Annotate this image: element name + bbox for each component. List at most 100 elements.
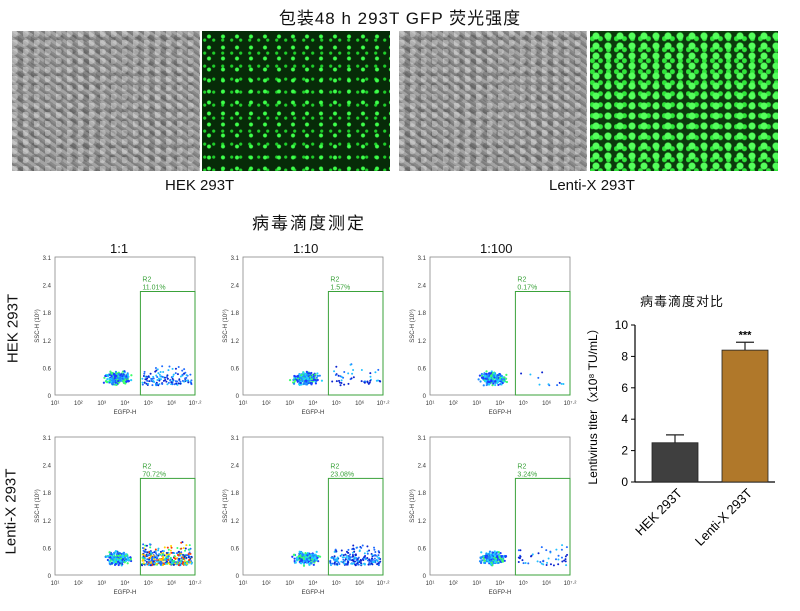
flow-dot [152,377,155,380]
flow-dot [149,556,152,559]
flow-dot [149,372,152,375]
flow-dot [166,383,169,386]
flow-dot [343,370,346,373]
hek-fluorescence-image [202,31,390,171]
flow-dot [360,559,363,562]
flow-dot [117,554,120,557]
flow-dot [347,561,350,564]
flow-dot [499,374,502,378]
flow-dot [123,370,126,373]
y-tick-label: 2 [621,444,628,458]
flow-dot [151,384,154,387]
flow-dot [142,543,145,546]
flow-dot [374,371,377,374]
flow-dot [298,557,301,560]
flow-dot [141,381,144,384]
flow-dot [186,560,189,563]
flow-dot [331,562,334,565]
flow-dot [158,562,161,565]
flow-dot [497,561,500,565]
flow-dot [316,374,319,378]
flow-dot [170,545,173,548]
flow-dot [549,550,552,553]
lentix-brightfield-image [399,31,587,171]
flow-dot [331,557,334,560]
flow-dot [118,562,121,565]
flow-dot [155,557,158,560]
y-tick-label: 0 [48,574,52,580]
x-tick-label: 10⁷·² [377,400,390,407]
section-title: 病毒滴度测定 [252,214,366,233]
flow-dot [542,559,545,562]
flow-dot [162,553,165,556]
flow-dot [334,548,337,551]
flow-dot [540,546,543,549]
flow-dot [558,381,561,384]
flow-dot [353,560,356,563]
flow-dot [346,554,349,557]
flow-dot [301,554,304,557]
gate-label: R2 [517,277,526,284]
flow-dot [166,377,169,380]
flow-dot [310,378,313,381]
flow-dot [121,558,125,561]
flow-dot [129,556,132,559]
x-tick-label: 10³ [97,581,106,587]
flow-dot [367,382,370,385]
flow-dot [562,382,565,385]
gate-label: R2 [142,277,151,284]
flow-dot [557,558,560,561]
flow-dot [378,551,381,554]
flow-dot [167,558,170,561]
flow-dot [316,556,319,559]
y-tick-label: 1.2 [43,519,52,525]
flow-dot [379,560,382,563]
x-tick-label: 10⁶ [167,580,177,587]
flow-dot [329,559,332,562]
y-tick-label: 2.4 [231,284,240,290]
flow-dot [344,553,347,556]
y-tick-label: 1.2 [418,339,427,345]
flow-dot [144,559,147,562]
flow-dot [342,554,345,557]
flow-dot [116,558,119,562]
flow-dot [148,380,151,383]
flow-dot [180,552,183,555]
flow-dot [106,555,109,558]
bar-chart-title: 病毒滴度对比 [640,294,725,309]
flow-dot [357,563,360,566]
flow-dot [373,548,376,551]
flow-dot [112,372,115,375]
bar [651,442,699,483]
y-tick-label: 2.4 [231,464,240,470]
flow-dot [173,555,176,558]
flow-dot [165,376,168,379]
flow-plot: 0 0.6 1.2 1.8 2.4 3.1 10¹ 10² 10³ 10⁴ 10⁵ 10⁶ 10⁷·² E… [34,436,201,596]
flow-dot [489,375,493,378]
flow-dot [524,561,527,564]
flow-dot [180,541,183,544]
flow-dot [129,558,132,561]
flow-dot [155,562,158,565]
flow-dot [555,548,558,551]
flow-dot [350,377,353,380]
flow-dot [337,374,340,377]
flow-dot [351,554,354,557]
flow-dot [343,383,346,386]
y-axis-label: SSC-H (10⁶) [409,309,416,342]
flow-dot [288,379,292,382]
flow-dot [171,367,174,370]
flow-dot [183,555,186,558]
flow-dot [181,562,184,565]
flow-dot [119,554,122,557]
flow-dot [307,553,310,556]
flow-dot [145,378,148,381]
flow-dot [108,556,111,559]
flow-dot [364,558,367,561]
flow-dot [360,380,363,383]
flow-dot [306,374,309,377]
flow-dot [349,363,352,366]
flow-dot [342,562,345,565]
flow-dot [494,380,497,383]
x-tick-label: 10⁶ [542,400,552,407]
